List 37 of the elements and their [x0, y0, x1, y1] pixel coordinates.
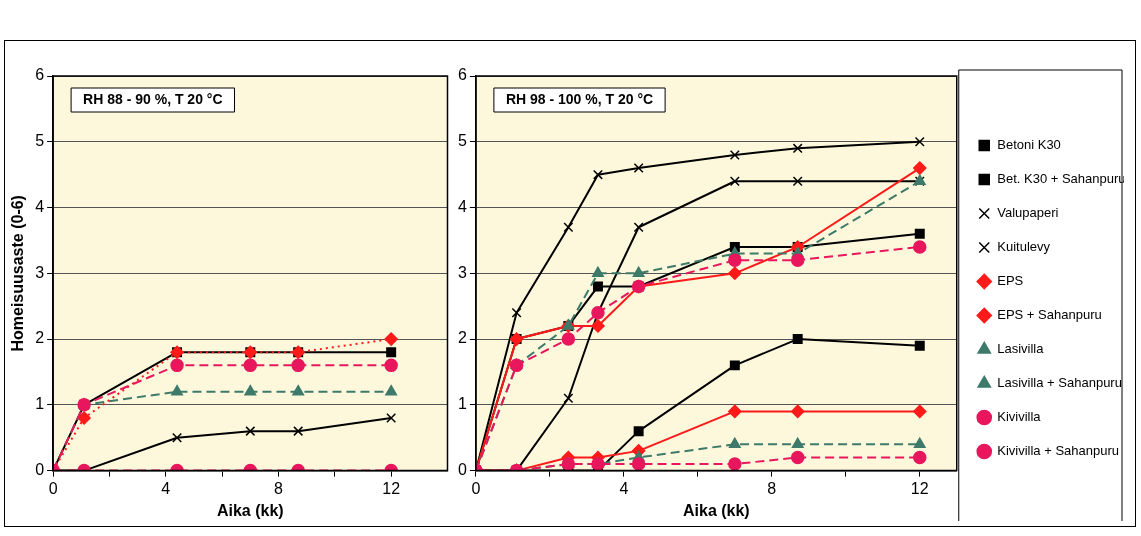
y-tick-label: 1	[35, 395, 45, 413]
x-tick-label: 12	[382, 479, 401, 497]
y-tick-label: 4	[35, 197, 45, 215]
legend-label: EPS + Sahanpuru	[997, 307, 1102, 323]
y-tick-label: 1	[457, 395, 467, 413]
legend-label: Kivivilla	[997, 409, 1042, 425]
x-tick-label: 0	[471, 479, 481, 497]
y-tick-label: 3	[35, 263, 45, 281]
x-axis-title: Aika (kk)	[216, 501, 284, 519]
x-tick-label: 4	[161, 479, 171, 497]
legend-label: Betoni K30	[997, 137, 1061, 153]
legend-label: Lasivilla + Sahanpuru	[997, 375, 1122, 391]
y-tick-label: 6	[35, 66, 45, 84]
y-tick-label: 2	[35, 329, 45, 347]
y-tick-label: 0	[457, 461, 467, 479]
legend-label: Bet. K30 + Sahanpuru	[997, 171, 1126, 187]
x-tick-label: 0	[48, 479, 58, 497]
y-tick-label: 5	[35, 132, 45, 150]
annotation: RH 88 - 90 %, T 20 °C	[83, 90, 223, 107]
x-tick-label: 12	[910, 479, 929, 497]
x-tick-label: 8	[767, 479, 777, 497]
y-tick-label: 0	[35, 461, 45, 479]
x-tick-label: 8	[274, 479, 284, 497]
legend-label: Kivivilla + Sahanpuru	[997, 443, 1120, 459]
legend-label: Lasivilla	[997, 341, 1045, 357]
legend-label: Kuitulevy	[997, 239, 1051, 255]
annotation: RH 98 - 100 %, T 20 °C	[505, 90, 654, 107]
y-tick-label: 6	[457, 66, 467, 84]
legend-label: EPS	[997, 273, 1024, 289]
x-axis-title: Aika (kk)	[682, 501, 750, 519]
y-tick-label: 5	[457, 132, 467, 150]
y-tick-label: 2	[457, 329, 467, 347]
y-axis-title: Homeisuusaste (0-6)	[9, 195, 27, 352]
x-tick-label: 4	[619, 479, 629, 497]
legend-label: Valupaperi	[997, 205, 1059, 221]
y-tick-label: 4	[457, 197, 467, 215]
y-tick-label: 3	[457, 263, 467, 281]
